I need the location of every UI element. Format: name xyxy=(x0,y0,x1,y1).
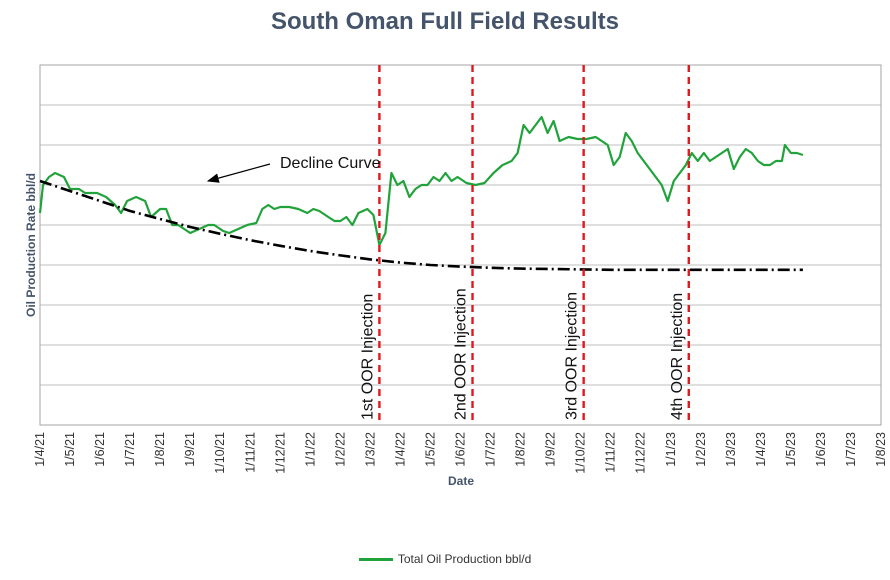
x-tick-label: 1/10/22 xyxy=(574,432,588,474)
x-tick-label: 1/5/23 xyxy=(784,432,798,467)
series-line-decline-curve xyxy=(39,179,803,272)
chart-title: South Oman Full Field Results xyxy=(270,8,620,35)
x-tick-label: 1/10/21 xyxy=(213,432,227,474)
x-tick-label: 1/8/23 xyxy=(874,432,888,467)
x-tick-label: 1/7/23 xyxy=(844,432,858,467)
x-tick-label: 1/12/22 xyxy=(634,432,648,474)
legend-label-total-oil: Total Oil Production bbl/d xyxy=(397,552,532,566)
x-tick-label: 1/4/21 xyxy=(33,432,47,467)
x-tick-label: 1/2/22 xyxy=(333,432,347,467)
x-tick-label: 1/5/22 xyxy=(423,432,437,467)
injection-label-3: 3rd OOR Injection xyxy=(564,292,581,420)
injection-label-4: 4th OOR Injection xyxy=(669,293,686,420)
annotation-arrow xyxy=(206,163,271,183)
series-line-total-oil-production xyxy=(38,115,804,247)
legend-swatch-total-oil xyxy=(358,558,393,562)
x-tick-label: 1/12/21 xyxy=(273,432,287,474)
x-tick-label: 1/6/21 xyxy=(93,432,107,467)
x-tick-label: 1/4/22 xyxy=(393,432,407,467)
x-tick-label: 1/6/22 xyxy=(454,432,468,467)
injection-label-2: 2nd OOR Injection xyxy=(453,288,470,420)
injection-label-1: 1st OOR Injection xyxy=(359,294,376,420)
x-tick-label: 1/3/22 xyxy=(363,432,377,467)
x-tick-label: 1/4/23 xyxy=(754,432,768,467)
x-tick-label: 1/11/21 xyxy=(243,432,257,473)
x-tick-label: 1/6/23 xyxy=(814,432,828,467)
grid-lines xyxy=(40,104,881,386)
x-tick-label: 1/1/23 xyxy=(664,432,678,467)
x-tick-label: 1/8/21 xyxy=(153,432,167,467)
x-tick-label: 1/7/21 xyxy=(123,432,137,467)
x-tick-label: 1/5/21 xyxy=(63,432,77,467)
legend: Total Oil Production bbl/d xyxy=(0,552,890,566)
x-tick-label: 1/9/22 xyxy=(544,432,558,467)
x-tick-label: 1/3/23 xyxy=(724,432,738,467)
x-tick-label: 1/2/23 xyxy=(694,432,708,467)
x-tick-label: 1/7/22 xyxy=(484,432,498,467)
x-tick-label: 1/9/21 xyxy=(183,432,197,467)
x-tick-label: 1/11/22 xyxy=(604,432,618,473)
x-tick-label: 1/8/22 xyxy=(514,432,528,467)
annotation-decline-curve: Decline Curve xyxy=(280,155,381,172)
y-axis-label: Oil Production Rate bbl/d xyxy=(24,173,38,317)
x-tick-label: 1/1/22 xyxy=(303,432,317,467)
x-axis-label: Date xyxy=(448,474,474,488)
plot-area-border xyxy=(39,64,882,426)
